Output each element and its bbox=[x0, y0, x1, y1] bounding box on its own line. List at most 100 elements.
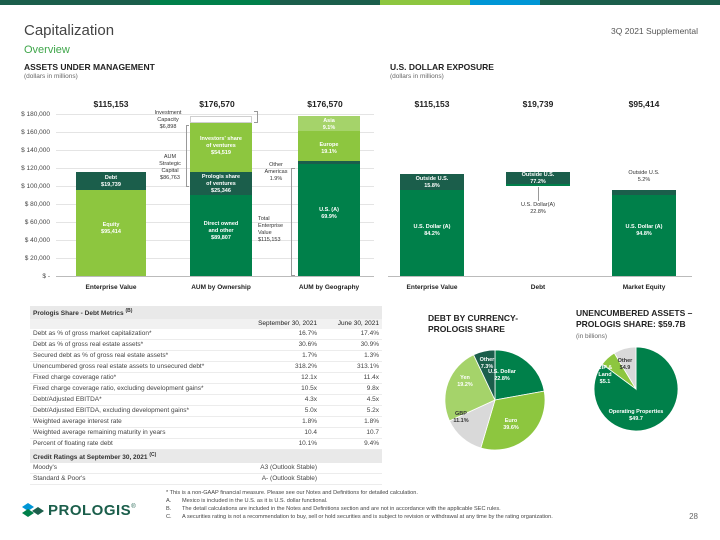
total-label: $115,153 bbox=[414, 99, 450, 109]
bar-label: U.S. Dollar (A) 94.8% bbox=[625, 224, 663, 237]
total-label: $95,414 bbox=[628, 99, 660, 109]
pie1-title: DEBT BY CURRENCY- PROLOGIS SHARE bbox=[428, 313, 519, 334]
gridline bbox=[56, 114, 374, 115]
debt-currency-pie bbox=[444, 349, 546, 451]
unencumbered-assets-pie bbox=[593, 346, 679, 432]
bar-label: Prologis share of ventures $25,346 bbox=[201, 174, 241, 194]
bar-other-americas bbox=[298, 161, 360, 164]
aum-strategic-capital-label: AUM Strategic Capital $86,763 bbox=[159, 154, 181, 181]
page-title: Capitalization bbox=[24, 22, 115, 39]
x-category: Enterprise Value bbox=[85, 284, 137, 291]
top-color-band bbox=[0, 0, 720, 5]
x-category: Debt bbox=[530, 284, 546, 291]
bar-label: U.S. Dollar(A) 22.8% bbox=[521, 202, 555, 215]
footnote-star: * This is a non-GAAP financial measure. … bbox=[166, 490, 418, 496]
x-category: Market Equity bbox=[622, 284, 666, 291]
table-row: Secured debt as % of gross real estate a… bbox=[30, 350, 382, 363]
table-row: Unencumbered gross real estate assets to… bbox=[30, 361, 382, 374]
table-header: Prologis Share - Debt Metrics (B) bbox=[30, 306, 382, 320]
logo-registered-mark: ® bbox=[131, 504, 136, 510]
table-row: Debt/Adjusted EBITDA, excluding developm… bbox=[30, 405, 382, 418]
bar-label: Outside U.S. 77.2% bbox=[521, 172, 555, 185]
debt-metrics-table: Prologis Share - Debt Metrics (B) Septem… bbox=[30, 306, 382, 486]
pie2-subtitle: (in billions) bbox=[576, 333, 608, 340]
total-enterprise-value-label: Total Enterprise Value $115,153 bbox=[258, 216, 284, 243]
pie-slice-euro bbox=[480, 390, 546, 451]
footnote: C. A securities rating is not a recommend… bbox=[166, 514, 553, 520]
pie-label: Other 7.3% bbox=[479, 357, 495, 370]
aum-title: ASSETS UNDER MANAGEMENT bbox=[24, 62, 155, 72]
pie2-title: UNENCUMBERED ASSETS – PROLOGIS SHARE: $59… bbox=[576, 308, 693, 329]
usd-title: U.S. DOLLAR EXPOSURE bbox=[390, 62, 494, 72]
x-axis bbox=[56, 276, 374, 277]
investment-capacity-label: Investment Capacity $6,898 bbox=[154, 110, 182, 130]
x-category: AUM by Geography bbox=[298, 284, 360, 291]
capacity-bracket bbox=[254, 111, 258, 123]
x-category: Enterprise Value bbox=[406, 284, 458, 291]
y-tick: $ 40,000 bbox=[24, 237, 50, 244]
footnote: A. Mexico is included in the U.S. as it i… bbox=[166, 498, 328, 504]
pie-label: Yen 19.2% bbox=[457, 375, 473, 388]
total-label: $176,570 bbox=[307, 99, 343, 109]
bar-label: Equity $95,414 bbox=[101, 222, 121, 235]
bar-usd bbox=[612, 195, 676, 276]
pie-slice-usd bbox=[494, 349, 545, 401]
pie-label: Euro 39.6% bbox=[503, 418, 519, 431]
bar-direct-owned bbox=[190, 195, 252, 276]
total-label: $19,739 bbox=[522, 99, 554, 109]
x-axis bbox=[388, 276, 692, 277]
bar-investment-capacity bbox=[190, 116, 252, 123]
aum-chart: $ 180,000 $ 160,000 $ 140,000 $ 120,000 … bbox=[21, 99, 374, 291]
y-tick: $ 20,000 bbox=[24, 255, 50, 262]
logo-text: PROLOGIS bbox=[48, 502, 132, 519]
bar-europe bbox=[298, 131, 360, 161]
y-tick: $ 120,000 bbox=[21, 165, 50, 172]
table-row: Percent of floating rate debt 10.1% 9.4% bbox=[30, 438, 382, 451]
bar-outside-us bbox=[400, 174, 464, 190]
usd-subtitle: (dollars in millions) bbox=[390, 73, 444, 80]
supplemental-label: 3Q 2021 Supplemental bbox=[611, 26, 698, 36]
pie-label: CIP & Land $5.1 bbox=[597, 365, 613, 385]
x-category: AUM by Ownership bbox=[191, 284, 251, 291]
bar-label: Investors' share of ventures $54,519 bbox=[200, 136, 242, 156]
total-label: $176,570 bbox=[199, 99, 235, 109]
pie-label: U.S. Dollar 22.8% bbox=[488, 369, 516, 382]
bar-equity bbox=[76, 190, 146, 276]
y-tick: $ - bbox=[42, 273, 50, 280]
y-tick: $ 80,000 bbox=[24, 201, 50, 208]
bar-label: Debt $19,739 bbox=[101, 175, 121, 188]
pie-slice-yen bbox=[444, 354, 496, 422]
bar-prologis-share bbox=[190, 172, 252, 195]
footnote: B. The detail calculations are included i… bbox=[166, 506, 501, 512]
bar-us bbox=[298, 164, 360, 276]
bar-label: Outside U.S. 5.2% bbox=[628, 170, 660, 183]
aum-subtitle: (dollars in millions) bbox=[24, 73, 78, 80]
page-number: 28 bbox=[689, 512, 698, 521]
y-tick: $ 160,000 bbox=[21, 129, 50, 136]
bar-label: Direct owned and other $89,807 bbox=[203, 221, 239, 241]
table-row: Weighted average remaining maturity in y… bbox=[30, 427, 382, 440]
table-row: Fixed charge coverage ratio* 12.1x 11.4x bbox=[30, 372, 382, 385]
prologis-logo: PROLOGIS ® bbox=[22, 502, 136, 519]
y-tick: $ 180,000 bbox=[21, 111, 50, 118]
table-column-header: September 30, 2021 June 30, 2021 bbox=[30, 319, 382, 330]
total-label: $115,153 bbox=[93, 99, 129, 109]
bar-usd bbox=[400, 190, 464, 276]
pie-label: Other $4.9 bbox=[617, 358, 633, 371]
bar-label: Outside U.S. 15.8% bbox=[415, 176, 449, 189]
ratings-header: Credit Ratings at September 30, 2021 (C) bbox=[30, 449, 382, 464]
bar-investors-share bbox=[190, 123, 252, 172]
bar-outside-us bbox=[612, 190, 676, 195]
page-subtitle: Overview bbox=[24, 44, 70, 56]
table-row: Debt/Adjusted EBITDA* 4.3x 4.5x bbox=[30, 394, 382, 407]
logo-mark-icon bbox=[22, 502, 44, 517]
bar-label: Europe 19.1% bbox=[319, 142, 339, 155]
table-row: Standard & Poor's A- (Outlook Stable) bbox=[30, 473, 382, 486]
leader-line bbox=[538, 187, 539, 201]
other-americas-label: Other Americas 1.9% bbox=[264, 162, 288, 182]
table-row: Debt as % of gross market capitalization… bbox=[30, 329, 382, 341]
pie-slice-other bbox=[613, 346, 637, 391]
bar-usd bbox=[506, 184, 570, 186]
footnotes: * This is a non-GAAP financial measure. … bbox=[166, 489, 676, 521]
y-tick: $ 100,000 bbox=[21, 183, 50, 190]
